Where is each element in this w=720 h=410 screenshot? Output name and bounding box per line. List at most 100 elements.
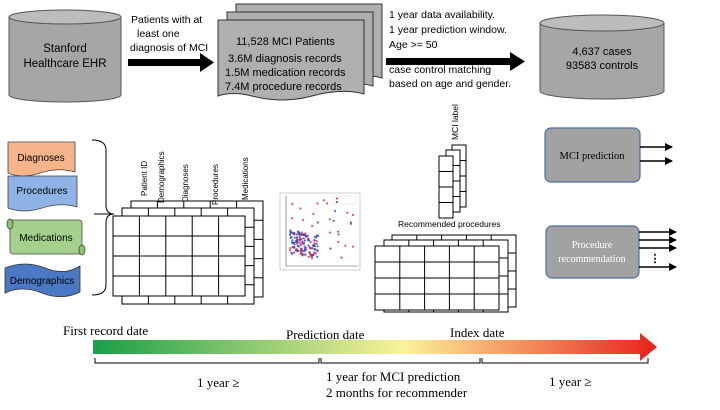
- scatter-point: [310, 257, 314, 260]
- filter1-line3: diagnosis of MCI: [130, 42, 208, 54]
- embedding-scatter-plot: [279, 192, 361, 271]
- scatter-point: [297, 241, 300, 244]
- scatter-point: [302, 233, 305, 236]
- scatter-point: [313, 242, 316, 245]
- scatter-point: [328, 218, 331, 221]
- scatter-point: [344, 244, 347, 247]
- mci-label-text: MCI label: [450, 104, 460, 140]
- scatter-point: [291, 252, 294, 255]
- records-line4: 7.4M procedure records: [225, 81, 342, 93]
- column-header-patient-id: Patient ID: [140, 161, 149, 196]
- scatter-point: [303, 248, 307, 251]
- timeline-span2-line1: 1 year for MCI prediction: [326, 369, 461, 384]
- scatter-point: [315, 240, 318, 243]
- scatter-point: [340, 256, 343, 259]
- sources-brace: [91, 139, 115, 296]
- source-diagnoses: Diagnoses: [7, 141, 76, 177]
- scatter-point: [301, 242, 304, 245]
- source-demographics: Demographics: [4, 263, 81, 298]
- scatter-point: [293, 236, 296, 239]
- scatter-point: [296, 249, 299, 252]
- scatter-point: [351, 245, 355, 248]
- records-line2: 3.6M diagnosis records: [228, 53, 342, 65]
- mci-label-column: [438, 144, 467, 219]
- scatter-point: [292, 232, 295, 235]
- recommended-procedures-table: [374, 234, 517, 313]
- scatter-point: [329, 247, 332, 250]
- records-line3: 1.5M medication records: [225, 67, 346, 79]
- procedure-rec-label-line2: recommendation: [558, 254, 625, 265]
- scatter-point: [303, 250, 306, 253]
- scatter-point: [316, 234, 320, 237]
- scatter-point: [316, 255, 319, 258]
- ehr-database-cylinder: Stanford Healthcare EHR: [8, 9, 122, 103]
- scatter-point: [296, 242, 299, 245]
- scatter-point: [332, 219, 335, 222]
- scatter-point: [296, 244, 299, 247]
- scatter-point: [290, 235, 293, 239]
- scatter-points: [289, 199, 355, 260]
- scatter-point: [337, 230, 340, 233]
- scatter-point: [314, 248, 317, 251]
- scatter-point: [291, 217, 294, 220]
- column-header-demographics: Demographics: [157, 151, 166, 203]
- scatter-point: [306, 234, 309, 237]
- flow-arrow-2: [386, 52, 525, 71]
- scatter-point: [322, 199, 325, 202]
- scatter-point: [291, 239, 294, 242]
- scatter-point: [295, 233, 298, 236]
- timeline-index-date-label: Index date: [450, 325, 505, 340]
- scatter-point: [289, 233, 292, 236]
- scatter-point: [289, 249, 292, 252]
- scatter-point: [293, 241, 296, 244]
- column-header-procedures: Procedures: [211, 164, 220, 205]
- feature-table-front: [112, 215, 246, 297]
- timeline-span2-line2: 2 months for recommender: [326, 385, 468, 400]
- scatter-point: [301, 254, 304, 257]
- source-demographics-label: Demographics: [10, 276, 74, 287]
- scatter-point: [289, 232, 292, 235]
- scatter-point: [312, 212, 315, 215]
- recommended-procedures-title: Recommended procedures: [398, 219, 501, 229]
- records-line1: 11,528 MCI Patients: [236, 36, 335, 48]
- filter2-line2: 1 year prediction window.: [389, 24, 507, 36]
- scatter-point: [295, 236, 299, 239]
- scatter-point: [298, 236, 302, 239]
- scatter-point: [307, 244, 310, 247]
- scatter-point: [315, 242, 318, 245]
- timeline-span1: 1 year ≥: [197, 375, 240, 390]
- timeline-span3: 1 year ≥: [549, 374, 592, 389]
- scatter-point: [337, 233, 340, 236]
- scatter-point: [309, 241, 312, 244]
- scatter-point: [316, 221, 319, 224]
- scatter-point: [299, 238, 302, 241]
- scatter-point: [307, 255, 310, 258]
- scatter-point: [291, 203, 294, 206]
- scatter-point: [291, 241, 294, 245]
- scatter-point: [308, 251, 311, 254]
- filter2-line1: 1 year data availability.: [389, 9, 495, 21]
- scatter-point: [299, 233, 302, 236]
- procedure-recommendation-output: Procedure recommendation ⋮: [545, 225, 677, 279]
- source-procedures: Procedures: [7, 175, 78, 212]
- scatter-point: [289, 246, 292, 250]
- filter2-line4: case control matching: [389, 64, 491, 76]
- scatter-point: [303, 239, 306, 242]
- scatter-point: [316, 202, 319, 205]
- scatter-point: [304, 253, 307, 256]
- source-diagnoses-label: Diagnoses: [17, 153, 64, 164]
- timeline-span-brace: [94, 358, 649, 364]
- scatter-point: [329, 231, 332, 234]
- feature-table-stack: [112, 200, 264, 305]
- ehr-label-line2: Healthcare EHR: [23, 58, 106, 70]
- timeline-first-record-label: First record date: [63, 323, 148, 338]
- scatter-point: [307, 237, 310, 240]
- scatter-point: [297, 231, 301, 234]
- column-header-diagnoses: Diagnoses: [181, 164, 190, 202]
- scatter-point: [312, 253, 315, 256]
- cohort-database-cylinder: 4,637 cases 93583 controls: [539, 14, 665, 100]
- scatter-point: [300, 231, 303, 234]
- scatter-point: [304, 235, 307, 238]
- scatter-point: [310, 254, 313, 258]
